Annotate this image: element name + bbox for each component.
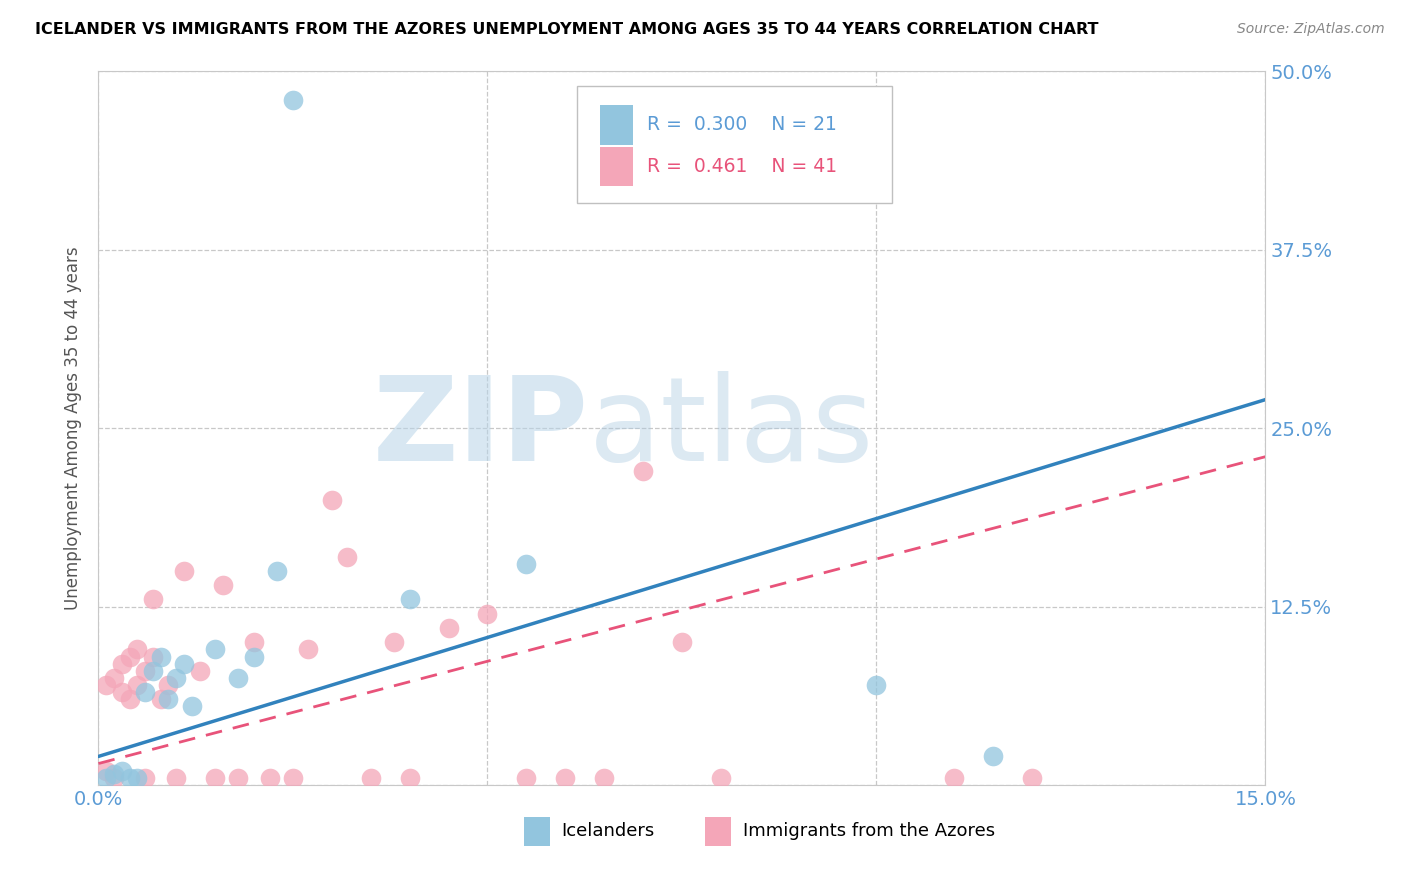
Point bbox=[398, 771, 420, 785]
Point bbox=[212, 578, 235, 592]
Point bbox=[165, 771, 187, 785]
Text: atlas: atlas bbox=[589, 371, 875, 485]
Point bbox=[593, 771, 616, 785]
Point bbox=[111, 657, 134, 671]
Point bbox=[943, 771, 966, 785]
Point bbox=[477, 607, 499, 621]
Point bbox=[111, 685, 134, 699]
Text: R =  0.461    N = 41: R = 0.461 N = 41 bbox=[647, 157, 837, 176]
Point bbox=[96, 764, 118, 778]
Point bbox=[281, 771, 304, 785]
Text: Icelanders: Icelanders bbox=[562, 822, 655, 840]
Point bbox=[96, 771, 118, 785]
Text: Immigrants from the Azores: Immigrants from the Azores bbox=[742, 822, 994, 840]
Point bbox=[554, 771, 576, 785]
FancyBboxPatch shape bbox=[524, 817, 550, 846]
Point bbox=[127, 678, 149, 692]
Point bbox=[398, 592, 420, 607]
Point bbox=[336, 549, 359, 564]
Point bbox=[118, 692, 141, 706]
Point bbox=[515, 557, 537, 571]
FancyBboxPatch shape bbox=[600, 146, 633, 186]
Point bbox=[671, 635, 693, 649]
Point bbox=[142, 592, 165, 607]
Point bbox=[134, 771, 156, 785]
Point bbox=[865, 678, 887, 692]
Point bbox=[157, 692, 180, 706]
Point bbox=[710, 771, 733, 785]
Point bbox=[297, 642, 319, 657]
Point bbox=[281, 93, 304, 107]
Point bbox=[142, 664, 165, 678]
Point bbox=[437, 621, 460, 635]
FancyBboxPatch shape bbox=[600, 105, 633, 145]
Point bbox=[631, 464, 654, 478]
Point bbox=[127, 771, 149, 785]
Point bbox=[243, 635, 266, 649]
Point bbox=[228, 771, 250, 785]
Point bbox=[149, 649, 172, 664]
Point bbox=[382, 635, 405, 649]
Point bbox=[360, 771, 382, 785]
Point bbox=[96, 678, 118, 692]
Point bbox=[127, 642, 149, 657]
Point bbox=[981, 749, 1004, 764]
Point bbox=[134, 685, 156, 699]
Point bbox=[228, 671, 250, 685]
Point bbox=[180, 699, 202, 714]
Point bbox=[515, 771, 537, 785]
Text: R =  0.300    N = 21: R = 0.300 N = 21 bbox=[647, 115, 837, 135]
Point bbox=[188, 664, 211, 678]
Point bbox=[243, 649, 266, 664]
Point bbox=[266, 564, 288, 578]
FancyBboxPatch shape bbox=[706, 817, 731, 846]
Point bbox=[173, 657, 195, 671]
Point bbox=[1021, 771, 1043, 785]
Point bbox=[118, 771, 141, 785]
Point bbox=[118, 649, 141, 664]
Point bbox=[165, 671, 187, 685]
Point bbox=[103, 671, 125, 685]
FancyBboxPatch shape bbox=[576, 86, 891, 203]
Point bbox=[134, 664, 156, 678]
Point bbox=[204, 642, 226, 657]
Point bbox=[321, 492, 343, 507]
Point bbox=[173, 564, 195, 578]
Text: ICELANDER VS IMMIGRANTS FROM THE AZORES UNEMPLOYMENT AMONG AGES 35 TO 44 YEARS C: ICELANDER VS IMMIGRANTS FROM THE AZORES … bbox=[35, 22, 1098, 37]
Point bbox=[142, 649, 165, 664]
Point bbox=[111, 764, 134, 778]
Point bbox=[204, 771, 226, 785]
Point bbox=[103, 771, 125, 785]
Y-axis label: Unemployment Among Ages 35 to 44 years: Unemployment Among Ages 35 to 44 years bbox=[63, 246, 82, 610]
Text: Source: ZipAtlas.com: Source: ZipAtlas.com bbox=[1237, 22, 1385, 37]
Point bbox=[259, 771, 281, 785]
Point bbox=[103, 766, 125, 780]
Text: ZIP: ZIP bbox=[373, 371, 589, 485]
Point bbox=[157, 678, 180, 692]
Point bbox=[149, 692, 172, 706]
